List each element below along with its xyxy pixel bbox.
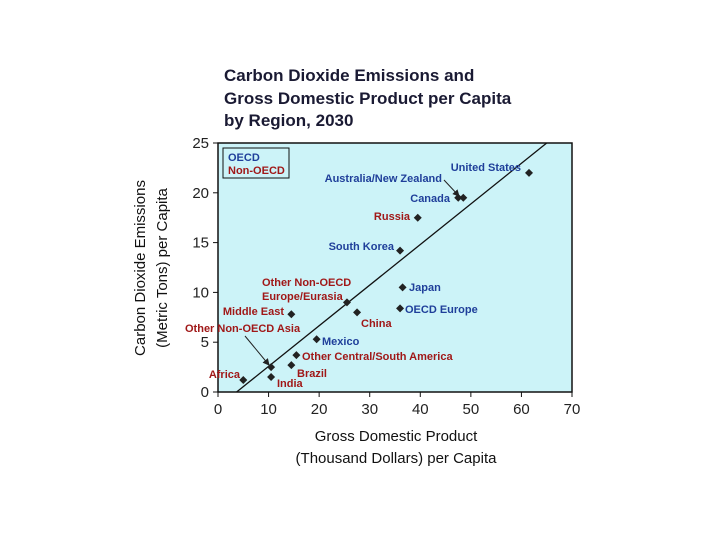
- point-china: [353, 308, 362, 317]
- point-africa: [239, 376, 248, 385]
- label-brazil: Brazil: [297, 368, 327, 380]
- label-middle-east: Middle East: [223, 306, 284, 318]
- label-russia: Russia: [374, 211, 411, 223]
- y-tick-label: 0: [201, 384, 209, 401]
- point-united-states: [525, 168, 534, 177]
- x-tick-label: 60: [513, 401, 530, 418]
- y-tick-label: 10: [192, 284, 209, 301]
- point-brazil: [287, 361, 296, 370]
- x-tick-label: 30: [361, 401, 378, 418]
- point-australia-new-zealand: [459, 193, 468, 202]
- label-canada: Canada: [410, 193, 451, 205]
- x-tick-label: 0: [214, 401, 222, 418]
- label-other-non-oecd-asia: Other Non-OECD Asia: [185, 323, 301, 335]
- point-south-korea: [396, 246, 405, 255]
- trend-line: [236, 142, 548, 393]
- axis-ticks: 0 10 20 30 40 50 60 70 0 5 10 15 20 25: [192, 135, 580, 418]
- label-australia-new-zealand-arrow: [443, 179, 460, 197]
- label-mexico: Mexico: [322, 336, 360, 348]
- label-africa: Africa: [209, 369, 241, 381]
- y-tick-label: 25: [192, 135, 209, 152]
- point-oecd-europe: [396, 304, 405, 313]
- x-axis-label-line-1: Gross Domestic Product: [315, 428, 478, 445]
- label-oecd-europe: OECD Europe: [405, 304, 478, 316]
- label-other-central-south-america: Other Central/South America: [302, 351, 453, 363]
- x-tick-label: 40: [412, 401, 429, 418]
- label-india: India: [277, 378, 304, 390]
- axis-labels: Gross Domestic Product (Thousand Dollars)…: [132, 180, 497, 467]
- label-united-states: United States: [451, 162, 521, 174]
- label-china: China: [361, 318, 392, 330]
- x-tick-label: 70: [564, 401, 581, 418]
- label-other-non-oecd-europe-eurasia: Other Non-OECD Europe/Eurasia: [262, 277, 351, 303]
- point-india: [267, 373, 276, 382]
- x-tick-label: 20: [311, 401, 328, 418]
- x-tick-label: 10: [260, 401, 277, 418]
- chart-title-line-3: by Region, 2030: [224, 111, 354, 130]
- y-tick-label: 5: [201, 334, 209, 351]
- plot-area: [217, 142, 573, 393]
- y-axis-label-line-1: Carbon Dioxide Emissions: [132, 180, 149, 356]
- legend-entry-non-oecd: Non-OECD: [228, 165, 285, 177]
- point-mexico: [312, 335, 321, 344]
- legend-box: [222, 147, 290, 179]
- x-tick-label: 50: [463, 401, 480, 418]
- point-japan: [398, 283, 407, 292]
- y-tick-label: 15: [192, 235, 209, 252]
- chart-title-line-1: Carbon Dioxide Emissions and: [224, 66, 475, 85]
- point-other-non-oecd-europe-eurasia: [342, 298, 351, 307]
- label-australia-new-zealand: Australia/New Zealand: [325, 173, 442, 185]
- y-axis-label-line-2: (Metric Tons) per Capita: [154, 187, 171, 347]
- label-other-non-oecd-asia-arrow: [244, 335, 270, 366]
- point-other-central-south-america: [292, 351, 301, 360]
- y-tick-label: 20: [192, 185, 209, 202]
- point-labels: United States Australia/New Zealand Canada…: [185, 162, 521, 390]
- chart-title-line-2: Gross Domestic Product per Capita: [224, 89, 512, 108]
- point-russia: [413, 213, 422, 222]
- point-middle-east: [287, 310, 296, 319]
- x-axis-label-line-2: (Thousand Dollars) per Capita: [296, 450, 498, 467]
- legend-entry-oecd: OECD: [228, 152, 260, 164]
- label-south-korea: South Korea: [329, 241, 395, 253]
- label-japan: Japan: [409, 282, 441, 294]
